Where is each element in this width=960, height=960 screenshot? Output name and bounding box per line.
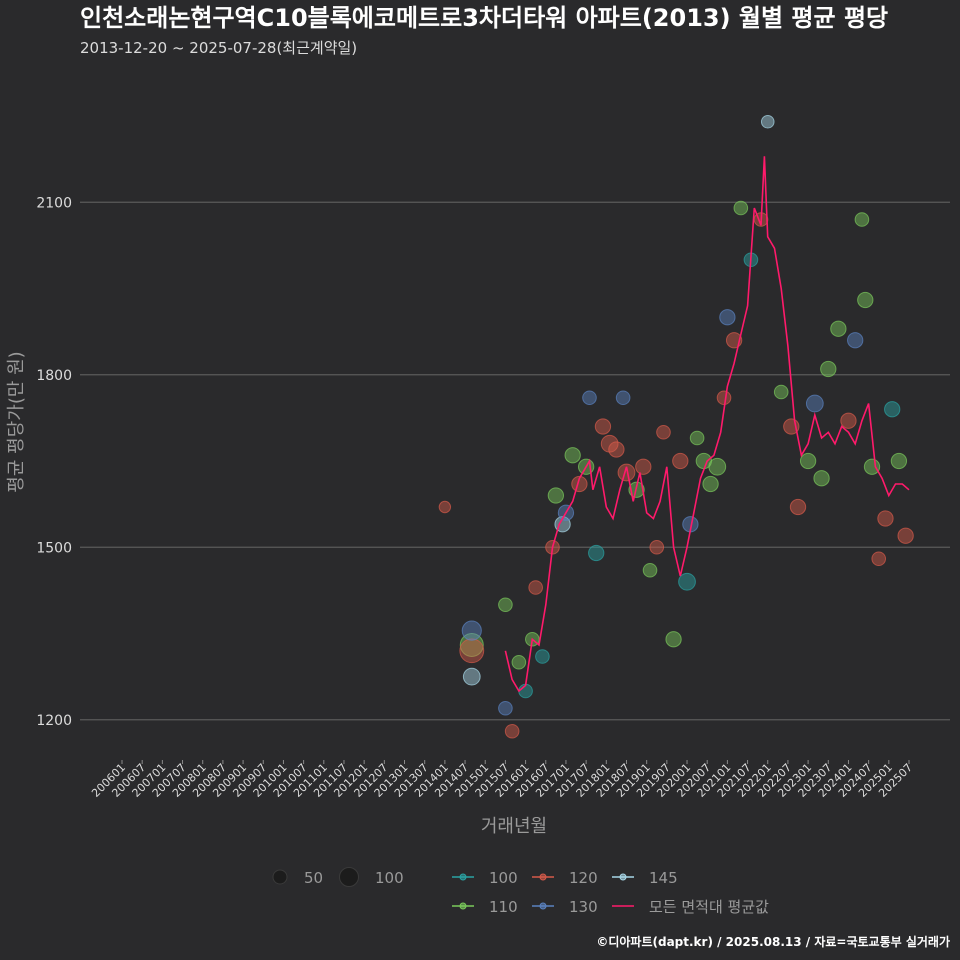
y-axis-ticks: 1200 1500 1800 2100 (36, 195, 72, 729)
data-point (689, 430, 705, 446)
data-point (588, 544, 605, 562)
data-point (847, 332, 864, 349)
scatter-points (438, 114, 914, 739)
data-point (504, 723, 520, 739)
data-point (813, 470, 830, 487)
data-point (564, 447, 581, 464)
data-point (857, 291, 874, 309)
data-point (547, 487, 565, 504)
size-legend-label: 50 (304, 869, 323, 887)
data-point (854, 212, 870, 227)
size-legend-circle (272, 869, 288, 885)
average-line (504, 156, 910, 693)
data-point (459, 633, 484, 657)
data-point (528, 580, 543, 595)
size-legend-circle (339, 867, 359, 887)
y-tick-label: 1800 (36, 368, 72, 384)
legend-swatch-dot (619, 873, 627, 881)
data-point (498, 597, 513, 613)
y-tick-label: 1500 (36, 540, 72, 556)
data-point (708, 457, 727, 476)
data-point (649, 539, 665, 555)
data-point (635, 458, 652, 475)
data-point (498, 700, 513, 716)
legend-label: 120 (569, 869, 598, 887)
data-point (571, 475, 588, 493)
legend-label: 모든 면적대 평균값 (649, 898, 769, 916)
chart-subtitle: 2013-12-20 ~ 2025-07-28(최근계약일) (80, 39, 357, 57)
data-point (642, 562, 658, 578)
data-point (582, 390, 597, 406)
legend: 50 100 100 110 120 130 145 모든 면적대 평균값 (272, 867, 769, 916)
data-point (719, 309, 736, 326)
data-point (665, 631, 682, 648)
data-point (884, 401, 901, 418)
legend-swatch-dot (459, 873, 467, 881)
legend-label: 145 (649, 869, 678, 887)
data-point (462, 667, 481, 686)
data-point (789, 498, 807, 516)
gridlines (80, 201, 950, 721)
data-point (890, 452, 908, 470)
data-point (535, 649, 550, 664)
data-point (594, 418, 612, 435)
y-tick-label: 2100 (36, 195, 72, 211)
data-point (672, 452, 689, 470)
data-point (461, 620, 482, 641)
data-point (863, 458, 881, 475)
source-caption: ©디아파트(dapt.kr) / 2025.08.13 / 자료=국토교통부 실… (596, 934, 950, 949)
data-point (897, 527, 914, 544)
data-point (617, 463, 636, 482)
legend-swatch-dot (459, 902, 467, 910)
data-point (840, 412, 857, 429)
data-point (760, 114, 775, 129)
size-legend-label: 100 (375, 869, 404, 887)
data-point (799, 452, 817, 470)
data-point (773, 384, 789, 400)
average-line-path (504, 156, 910, 693)
data-point (656, 424, 671, 440)
x-axis-label: 거래년월 (481, 816, 547, 837)
data-point (702, 475, 719, 493)
y-tick-label: 1200 (36, 713, 72, 729)
data-point (805, 394, 824, 413)
data-point (716, 390, 732, 406)
y-axis-label: 평균 평당가(만 원) (6, 351, 27, 492)
data-point (733, 200, 749, 216)
legend-label: 100 (489, 869, 518, 887)
data-point (608, 441, 625, 458)
legend-label: 130 (569, 898, 598, 916)
data-point (820, 360, 837, 378)
data-point (877, 510, 894, 527)
x-axis-ticks: 2006012006072007012007072008012008072009… (89, 760, 915, 800)
data-point (511, 654, 527, 670)
data-point (615, 390, 631, 406)
chart-title: 인천소래논현구역C10블록에코메트로3차더타워 아파트(2013) 월별 평균 … (80, 4, 888, 32)
data-point (830, 320, 847, 337)
data-point (678, 572, 696, 591)
data-point (438, 500, 452, 514)
data-point (459, 638, 485, 664)
legend-label: 110 (489, 898, 518, 916)
legend-swatch-dot (539, 902, 547, 910)
legend-swatch-dot (539, 873, 547, 881)
data-point (871, 551, 887, 567)
